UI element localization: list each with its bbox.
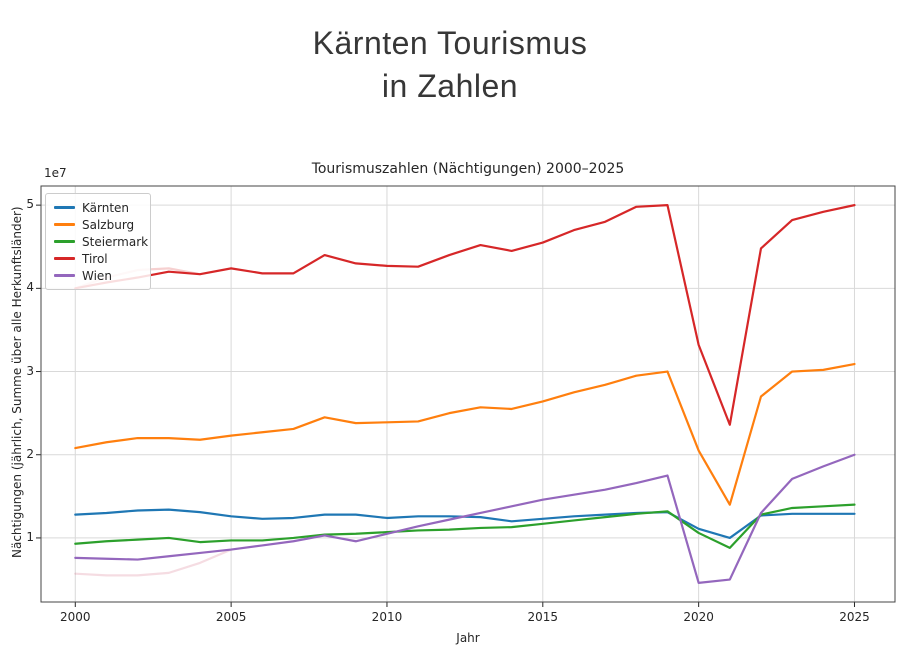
y-tick-label-5: 5 [26,197,34,212]
legend-label-salzburg: Salzburg [82,217,135,232]
legend-swatch-kaernten [54,206,75,209]
legend-item-wien: Wien [54,267,142,284]
series-lines [74,204,856,584]
legend-swatch-salzburg [54,223,75,226]
gridlines [41,186,895,602]
x-tick-label-2000: 2000 [60,610,91,624]
x-tick-label-2010: 2010 [371,610,403,624]
chart-title: Tourismuszahlen (Nächtigungen) 2000–2025 [311,161,625,177]
x-tick-label-2005: 2005 [215,610,247,624]
legend-label-steiermark: Steiermark [82,234,149,249]
series-line-salzburg [74,362,856,506]
legend-item-kaernten: Kärnten [54,199,142,216]
x-tick-label-2020: 2020 [683,610,714,624]
series-line-wien [74,453,856,584]
legend-item-tirol: Tirol [54,250,142,267]
legend-swatch-tirol [54,257,75,260]
y-axis-offset-text: 1e7 [44,166,67,180]
legend-label-kaernten: Kärnten [82,200,130,215]
legend-label-wien: Wien [82,268,112,283]
x-axis-label: Jahr [456,631,480,645]
axes-spines [40,185,896,603]
series-line-tirol [74,204,856,426]
legend-item-steiermark: Steiermark [54,233,148,250]
figure-title-line1: Kärnten Tourismus [312,25,588,61]
series-line-steiermark [74,503,856,550]
wien-ghost [74,548,233,577]
legend-swatch-steiermark [54,240,75,243]
x-tick-label-2025: 2025 [839,610,870,624]
series-line-kaernten [74,508,856,540]
y-axis-label: Nächtigungen (jährlich, Summe über alle … [10,206,24,558]
y-tick-label-2: 2 [26,446,34,461]
y-tick-label-3: 3 [26,363,34,378]
figure-title-line2: in Zahlen [381,68,519,104]
y-tick-label-4: 4 [26,280,34,295]
legend: Kärnten Salzburg Steiermark Tirol Wien [45,193,151,290]
y-tick-label-1: 1 [26,529,34,544]
legend-item-salzburg: Salzburg [54,216,142,233]
tick-marks [36,204,855,607]
x-tick-label-2015: 2015 [527,610,559,624]
ghost-lines [74,267,233,577]
legend-label-tirol: Tirol [82,251,108,266]
figure-title: Kärnten Tourismus in Zahlen [0,22,900,108]
legend-swatch-wien [54,274,75,277]
